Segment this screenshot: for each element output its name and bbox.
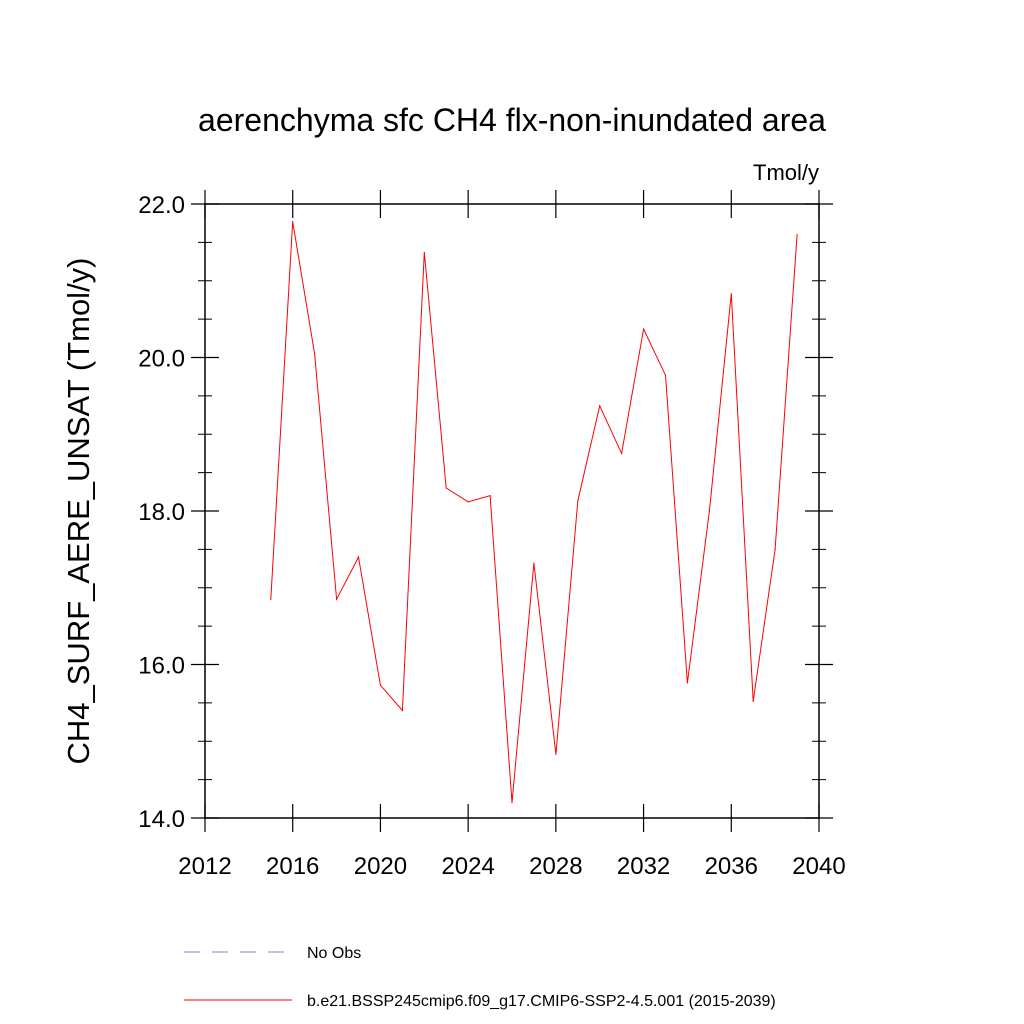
axes: 14.0 16.0 18.0 20.0 22.0 2012 2016 2020 2024 2028… — [138, 190, 846, 880]
x-tick-label: 2036 — [705, 853, 758, 880]
x-tick-label: 2040 — [792, 853, 845, 880]
y-tick-label: 16.0 — [138, 653, 185, 680]
data-point — [423, 251, 425, 253]
legend-label: b.e21.BSSP245cmip6.f09_g17.CMIP6-SSP2-4.… — [307, 993, 776, 1010]
x-tick-label: 2012 — [178, 853, 231, 880]
x-tick-label: 2032 — [617, 853, 670, 880]
y-axis-label: CH4_SURF_AERE_UNSAT (Tmol/y) — [61, 257, 96, 764]
data-point — [314, 353, 316, 355]
data-point — [664, 374, 667, 376]
data-point — [730, 293, 732, 295]
legend-label: No Obs — [307, 945, 361, 962]
data-point — [467, 501, 469, 503]
data-point — [511, 802, 513, 804]
data-point — [335, 598, 338, 600]
data-point — [599, 405, 601, 407]
data-point — [489, 495, 491, 497]
data-point — [796, 234, 798, 236]
legend: No Obs b.e21.BSSP245cmip6.f09_g17.CMIP6-S… — [184, 945, 776, 1010]
data-point — [686, 682, 689, 684]
y-tick-label: 22.0 — [138, 192, 185, 219]
y-tick-label: 20.0 — [138, 346, 185, 373]
data-point — [379, 684, 382, 686]
data-point — [401, 709, 403, 712]
data-point — [270, 598, 272, 600]
data-point — [533, 562, 535, 564]
x-tick-label: 2016 — [266, 853, 319, 880]
chart-title: aerenchyma sfc CH4 flx-non-inundated are… — [198, 102, 826, 138]
data-point — [357, 556, 360, 558]
units-label: Tmol/y — [753, 160, 819, 185]
plot-area — [270, 221, 798, 804]
x-tick-label: 2020 — [354, 853, 407, 880]
data-point — [555, 753, 557, 755]
y-tick-label: 18.0 — [138, 499, 185, 526]
data-point — [292, 221, 294, 223]
data-point — [752, 700, 754, 702]
data-point — [445, 487, 447, 489]
data-point — [621, 452, 623, 455]
data-point — [577, 500, 579, 502]
data-point — [708, 510, 710, 512]
plot-frame — [204, 203, 820, 819]
x-tick-label: 2028 — [529, 853, 582, 880]
data-point — [774, 548, 776, 550]
data-point — [642, 328, 645, 330]
y-tick-label: 14.0 — [138, 806, 185, 833]
x-tick-label: 2024 — [441, 853, 494, 880]
series-line — [270, 221, 798, 803]
